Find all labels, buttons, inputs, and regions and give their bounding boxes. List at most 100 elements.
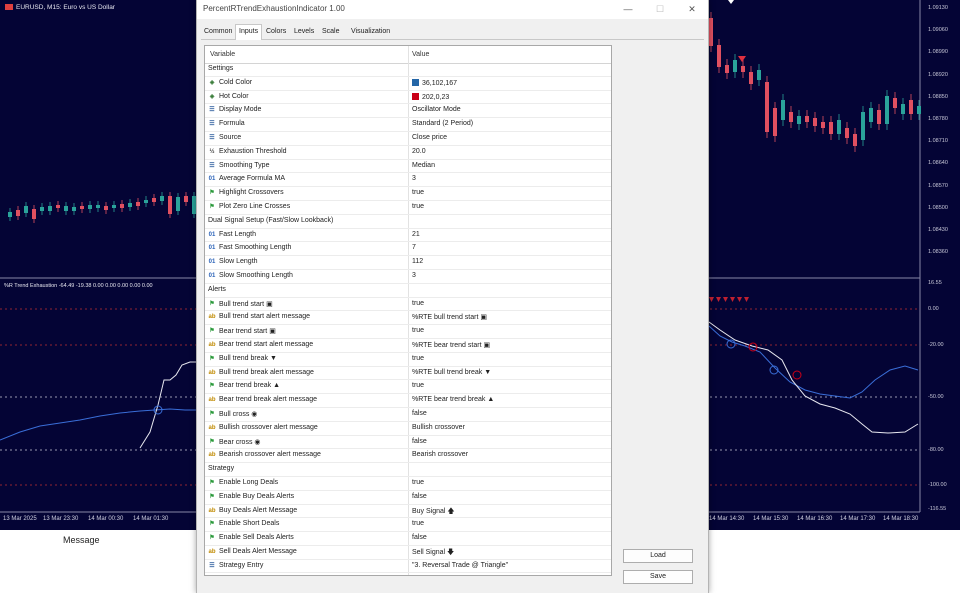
- tab-inputs[interactable]: Inputs: [235, 24, 263, 40]
- variable-value[interactable]: false: [412, 410, 427, 417]
- boolean-icon: ⚑: [209, 328, 215, 335]
- table-row[interactable]: ⚑ Enable Buy Deals Alerts false: [205, 491, 611, 505]
- table-row[interactable]: ab Bearish crossover alert message Bearish…: [205, 449, 611, 464]
- table-row[interactable]: ab Bear trend break alert message %RTE bea…: [205, 394, 611, 408]
- variable-name: Enable Short Deals: [219, 520, 280, 528]
- variable-value[interactable]: %RTE bear trend break ▲: [412, 396, 494, 403]
- table-row[interactable]: ab Bear trend start alert message %RTE bea…: [205, 339, 611, 353]
- table-row[interactable]: ⚑ Bull trend break ▼ true: [205, 353, 611, 367]
- variable-value[interactable]: Bullish crossover: [412, 424, 465, 431]
- table-row[interactable]: ab Buy Deals Alert Message Buy Signal 🡅: [205, 505, 611, 519]
- variable-value[interactable]: true: [412, 520, 424, 527]
- variable-value[interactable]: 36,102,167: [412, 78, 457, 87]
- variable-value[interactable]: 112: [412, 258, 423, 265]
- variable-value[interactable]: true: [412, 189, 424, 196]
- table-row[interactable]: ab Bull trend start alert message %RTE bul…: [205, 311, 611, 326]
- variable-value[interactable]: true: [412, 355, 424, 362]
- value-text: true: [412, 189, 425, 197]
- variable-value[interactable]: false: [412, 534, 427, 541]
- candle: [184, 196, 188, 202]
- tab-scale[interactable]: Scale: [322, 28, 340, 35]
- variable-value[interactable]: %RTE bull trend start ▣: [412, 313, 487, 321]
- close-icon[interactable]: ✕: [688, 4, 696, 14]
- variable-value[interactable]: "3. Reversal Trade @ Triangle": [412, 562, 508, 569]
- tab-visualization[interactable]: Visualization: [351, 28, 391, 35]
- variable-value[interactable]: 20.0: [412, 148, 426, 155]
- variable-value[interactable]: 21: [412, 231, 420, 238]
- variable-value[interactable]: Sell Signal 🡇: [412, 548, 454, 559]
- integer-icon: 01: [208, 272, 216, 279]
- indicator-axis-label: -80.00: [928, 447, 944, 453]
- variable-value[interactable]: Median: [412, 162, 435, 169]
- table-row[interactable]: ⚑ Bear trend start ▣ true: [205, 325, 611, 339]
- value-text: 21: [412, 230, 420, 238]
- tab-levels[interactable]: Levels: [294, 28, 315, 35]
- table-row[interactable]: ab Bullish crossover alert message Bullish…: [205, 422, 611, 436]
- table-row[interactable]: ⚑ Bear cross ◉ false: [205, 436, 611, 450]
- variable-value[interactable]: 3: [412, 175, 416, 182]
- variable-value[interactable]: Bearish crossover: [412, 451, 468, 458]
- variable-value[interactable]: true: [412, 327, 424, 334]
- enum-icon: ☰: [209, 121, 215, 128]
- candle: [805, 116, 809, 122]
- table-row[interactable]: 01 Slow Smoothing Length 3: [205, 270, 611, 284]
- save-button[interactable]: Save: [623, 570, 693, 584]
- table-row[interactable]: ☰ Formula Standard (2 Period): [205, 118, 611, 132]
- table-row[interactable]: ◈ Cold Color 36,102,167: [205, 77, 611, 91]
- tab-colors[interactable]: Colors: [266, 28, 287, 35]
- table-row[interactable]: ab Bull trend break alert message %RTE bul…: [205, 367, 611, 381]
- table-row[interactable]: ⚑ Highlight Crossovers true: [205, 187, 611, 201]
- variable-value[interactable]: false: [412, 493, 427, 500]
- table-row[interactable]: 01 Fast Length 21: [205, 229, 611, 243]
- table-row[interactable]: ab Sell Deals Alert Message Sell Signal 🡇: [205, 546, 611, 560]
- table-row[interactable]: ☰ Source Close price: [205, 132, 611, 146]
- table-row[interactable]: ◈ Hot Color 202,0,23: [205, 91, 611, 105]
- table-row[interactable]: ⚑ Enable Sell Deals Alerts false: [205, 532, 611, 546]
- color-swatch[interactable]: [412, 92, 419, 100]
- candle: [821, 122, 825, 128]
- variable-value[interactable]: true: [412, 382, 424, 389]
- table-row[interactable]: ⚑ Bull cross ◉ false: [205, 408, 611, 422]
- variable-value[interactable]: Buy Signal 🡅: [412, 507, 455, 518]
- variable-value[interactable]: Oscillator Mode: [412, 106, 461, 113]
- inputs-table[interactable]: Variable Value Settings ◈ Cold Color 36,102…: [204, 45, 612, 576]
- table-row[interactable]: ☰ Smoothing Type Median: [205, 160, 611, 174]
- dialog-title: PercentRTrendExhaustionIndicator 1.00: [203, 4, 345, 13]
- table-row[interactable]: ☰ Strategy Entry "3. Reversal Trade @ Tria…: [205, 560, 611, 574]
- variable-value[interactable]: true: [412, 479, 424, 486]
- table-row[interactable]: ⚑ Enable Short Deals true: [205, 518, 611, 533]
- bear-triangle-marker: [730, 297, 735, 302]
- variable-name: Slow Length: [219, 258, 258, 266]
- load-button[interactable]: Load: [623, 549, 693, 563]
- table-row[interactable]: ½ Exhaustion Threshold 20.0: [205, 146, 611, 160]
- color-swatch[interactable]: [412, 78, 419, 86]
- table-row[interactable]: ⚑ Bear trend break ▲ true: [205, 380, 611, 395]
- section-row: Dual Signal Setup (Fast/Slow Lookback): [205, 215, 611, 229]
- variable-value[interactable]: 3: [412, 272, 416, 279]
- minimize-icon[interactable]: —: [623, 4, 633, 14]
- variable-value[interactable]: Close price: [412, 134, 447, 141]
- table-row[interactable]: ⚑ Bull trend start ▣ true: [205, 298, 611, 312]
- table-row[interactable]: ☰ Display Mode Oscillator Mode: [205, 104, 611, 119]
- candle: [797, 116, 801, 124]
- variable-value[interactable]: true: [412, 300, 424, 307]
- dialog-titlebar[interactable]: PercentRTrendExhaustionIndicator 1.00 — …: [197, 0, 708, 19]
- variable-value[interactable]: 7: [412, 244, 416, 251]
- value-text: Median: [412, 161, 435, 169]
- integer-icon: 01: [208, 245, 216, 252]
- table-row[interactable]: 01 Fast Smoothing Length 7: [205, 242, 611, 257]
- variable-value[interactable]: Standard (2 Period): [412, 120, 473, 127]
- variable-value[interactable]: %RTE bear trend start ▣: [412, 341, 490, 349]
- variable-name: Fast Length: [219, 230, 256, 238]
- time-axis-label: 14 Mar 17:30: [840, 516, 876, 522]
- variable-value[interactable]: %RTE bull trend break ▼: [412, 369, 491, 376]
- variable-value[interactable]: 202,0,23: [412, 92, 449, 101]
- table-row[interactable]: ⚑ Enable Long Deals true: [205, 477, 611, 491]
- table-row[interactable]: ⚑ Plot Zero Line Crosses true: [205, 201, 611, 215]
- tab-common[interactable]: Common: [204, 28, 233, 35]
- variable-value[interactable]: false: [412, 438, 427, 445]
- price-axis-label: 1.08360: [928, 249, 948, 256]
- variable-value[interactable]: true: [412, 203, 424, 210]
- table-row[interactable]: 01 Slow Length 112: [205, 256, 611, 270]
- table-row[interactable]: 01 Average Formula MA 3: [205, 173, 611, 188]
